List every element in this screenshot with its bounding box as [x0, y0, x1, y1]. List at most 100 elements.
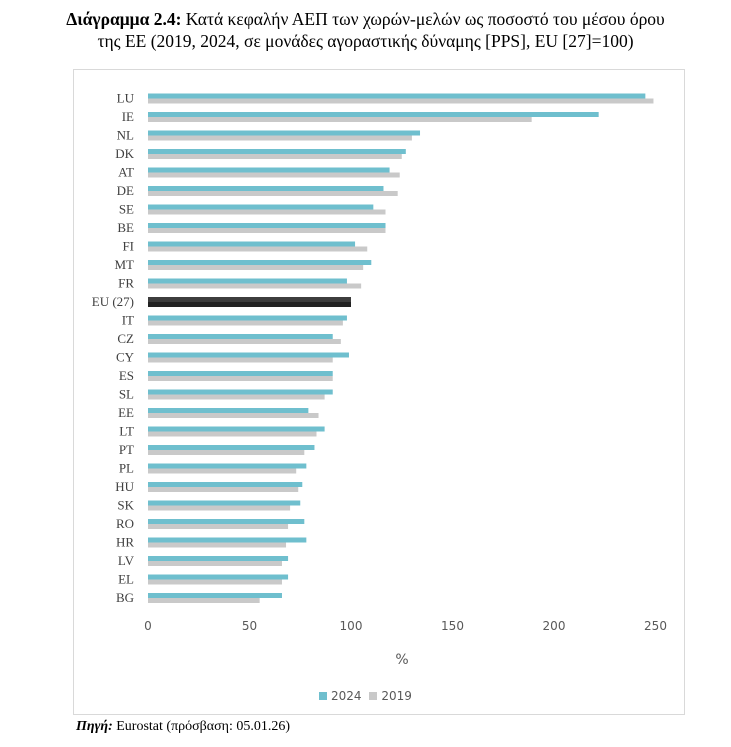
legend-label-2019: 2019 — [381, 689, 412, 703]
bar-2024-bg — [148, 593, 282, 598]
bar-2019-es — [148, 376, 333, 381]
category-label-cz: CZ — [117, 331, 134, 346]
category-label-dk: DK — [115, 146, 134, 161]
category-label-mt: MT — [115, 257, 135, 272]
bar-2019-ee — [148, 413, 319, 418]
x-tick-150: 150 — [441, 619, 464, 633]
bar-2024-be — [148, 223, 386, 228]
chart-title-line1: Κατά κεφαλήν ΑΕΠ των χωρών-μελών ως ποσο… — [185, 9, 665, 29]
bar-2024-lv — [148, 556, 289, 561]
x-tick-100: 100 — [340, 619, 363, 633]
category-label-lu: LU — [117, 91, 135, 106]
bar-2019-fi — [148, 246, 368, 252]
bar-2019-at — [148, 172, 400, 178]
bar-2024-nl — [148, 130, 421, 136]
category-label-cy: CY — [116, 350, 135, 365]
bar-2019-sk — [148, 505, 291, 511]
source-text: Eurostat (πρόσβαση: 05.01.26) — [116, 719, 291, 734]
bar-2019-hu — [148, 487, 299, 492]
bar-2024-se — [148, 204, 374, 210]
bar-2024-cy — [148, 352, 349, 358]
category-label-fr: FR — [118, 276, 134, 291]
bar-2024-dk — [148, 149, 406, 154]
bar-2024-pt — [148, 445, 315, 450]
chart-title-prefix: Διάγραμμα 2.4: — [66, 9, 182, 29]
bar-2024-es — [148, 371, 333, 376]
bar-2024-el — [148, 574, 289, 580]
bar-2019-cz — [148, 339, 341, 344]
category-label-lv: LV — [118, 553, 135, 568]
x-tick-0: 0 — [144, 619, 152, 633]
bar-2019-fr — [148, 283, 362, 289]
category-label-ie: IE — [122, 109, 134, 124]
legend: 2024 2019 — [0, 689, 731, 703]
bar-2024-sk — [148, 500, 301, 506]
category-label-eu-27: EU (27) — [92, 294, 134, 309]
bar-2019-mt — [148, 265, 364, 270]
legend-swatch-2024 — [319, 692, 328, 700]
category-label-fi: FI — [122, 239, 134, 254]
bar-2024-sl — [148, 389, 333, 395]
category-label-ee: EE — [118, 405, 134, 420]
bar-2024-mt — [148, 260, 372, 265]
bar-2019-de — [148, 191, 398, 196]
bar-2024-fr — [148, 278, 347, 284]
bar-2024-fi — [148, 241, 356, 247]
bar-2019-bg — [148, 598, 260, 603]
bar-2024-lu — [148, 93, 646, 99]
bar-2019-pt — [148, 450, 305, 455]
category-label-be: BE — [117, 220, 134, 235]
category-label-hu: HU — [115, 479, 134, 494]
bar-2019-be — [148, 228, 386, 233]
category-label-it: IT — [122, 313, 134, 328]
bar-2019-it — [148, 320, 343, 326]
bar-2019-ro — [148, 524, 289, 529]
chart-title-line2: της ΕΕ (2019, 2024, σε μονάδες αγοραστικ… — [97, 31, 634, 51]
bar-2019-el — [148, 579, 282, 585]
bar-2024-de — [148, 186, 384, 191]
x-axis-title: % — [395, 652, 408, 668]
bar-2024-ro — [148, 519, 305, 524]
bar-2019-nl — [148, 135, 412, 141]
category-label-pt: PT — [119, 442, 134, 457]
source-label: Πηγή: — [76, 719, 113, 734]
category-label-se: SE — [119, 202, 134, 217]
category-label-sl: SL — [119, 387, 134, 402]
bar-2019-lt — [148, 431, 317, 437]
category-label-at: AT — [118, 165, 134, 180]
category-label-el: EL — [118, 572, 134, 587]
bar-2024-lt — [148, 426, 325, 432]
legend-swatch-2019 — [369, 692, 378, 700]
bar-2019-sl — [148, 394, 325, 400]
category-label-nl: NL — [117, 128, 134, 143]
source-note: Πηγή: Eurostat (πρόσβαση: 05.01.26) — [76, 719, 290, 735]
category-label-pl: PL — [119, 461, 134, 476]
bar-2024-ee — [148, 408, 309, 413]
bar-2024-hu — [148, 482, 303, 487]
bar-2024-pl — [148, 463, 307, 469]
bar-2019-dk — [148, 154, 402, 159]
chart-frame — [73, 69, 685, 715]
x-tick-50: 50 — [242, 619, 257, 633]
bar-2019-pl — [148, 468, 297, 474]
legend-label-2024: 2024 — [331, 689, 362, 703]
bar-2019-lv — [148, 561, 282, 566]
bar-2019-hr — [148, 542, 287, 548]
chart-title: Διάγραμμα 2.4: Κατά κεφαλήν ΑΕΠ των χωρώ… — [0, 8, 731, 52]
bar-2024-hr — [148, 537, 307, 543]
bar-2019-se — [148, 209, 386, 215]
bar-2019-eu-27 — [148, 302, 351, 307]
bar-2024-it — [148, 315, 347, 321]
bar-2024-ie — [148, 112, 599, 117]
bar-2024-at — [148, 167, 390, 173]
category-label-lt: LT — [119, 424, 134, 439]
bar-2019-ie — [148, 117, 532, 122]
x-tick-200: 200 — [543, 619, 566, 633]
category-label-es: ES — [119, 368, 134, 383]
category-label-sk: SK — [117, 498, 134, 513]
x-tick-250: 250 — [644, 619, 667, 633]
category-label-de: DE — [117, 183, 134, 198]
legend-item-2019: 2019 — [369, 689, 412, 703]
category-label-ro: RO — [116, 516, 134, 531]
